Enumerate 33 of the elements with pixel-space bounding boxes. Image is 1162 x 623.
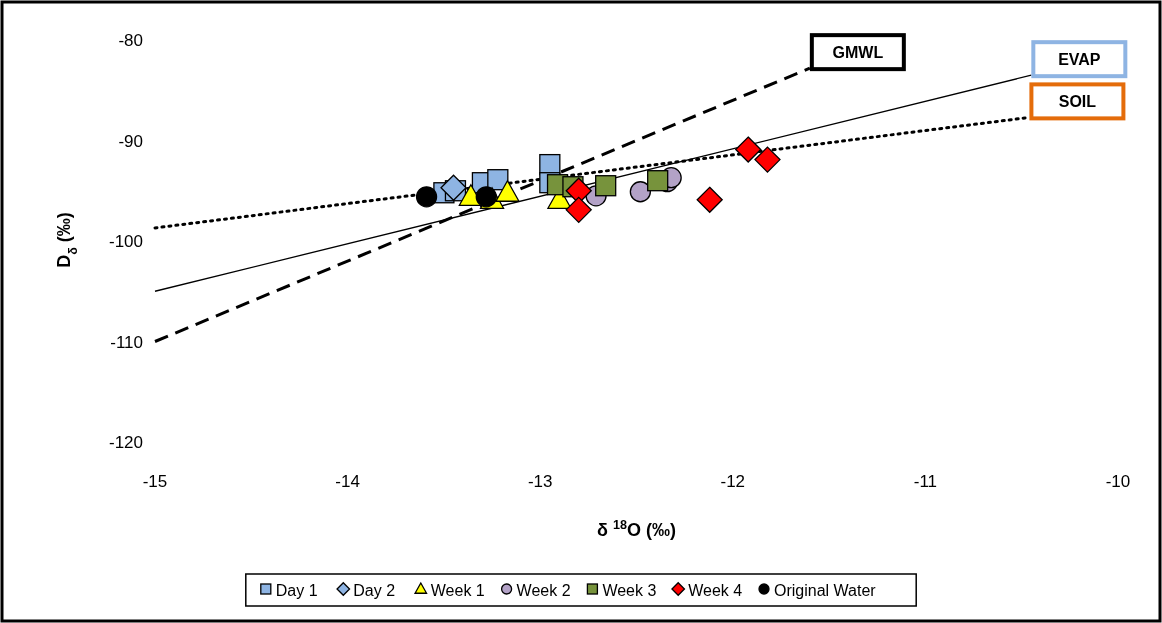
point xyxy=(696,186,723,213)
legend-label: Week 4 xyxy=(688,582,743,599)
x-tick-label: -10 xyxy=(1105,472,1131,491)
legend-label: Day 1 xyxy=(275,582,318,599)
y-tick-label: -110 xyxy=(110,332,143,352)
x-tick-label: -13 xyxy=(527,472,553,491)
x-tick-label: -12 xyxy=(720,472,746,491)
legend-label: Week 2 xyxy=(516,582,571,599)
point xyxy=(629,181,651,203)
legend-label: Original Water xyxy=(774,582,877,599)
legend-label: Day 2 xyxy=(353,582,396,599)
series-label: SOIL xyxy=(1058,93,1097,111)
point xyxy=(647,170,669,192)
y-tick-label: -120 xyxy=(108,433,143,452)
x-axis-title: δ $^{18}$O (‰) xyxy=(597,518,676,540)
x-tick-label: -11 xyxy=(913,472,938,491)
legend-label: Week 3 xyxy=(602,582,657,599)
y-tick-label: -100 xyxy=(108,232,143,251)
point xyxy=(754,146,781,173)
series-label: EVAP xyxy=(1058,51,1101,69)
point xyxy=(495,180,520,202)
point xyxy=(735,136,762,163)
point xyxy=(440,174,467,201)
x-tick-label: -15 xyxy=(142,472,168,491)
x-tick-label: -14 xyxy=(335,472,360,491)
legend-label: Week 1 xyxy=(430,582,485,599)
y-tick-label: -80 xyxy=(118,31,143,50)
point xyxy=(595,175,617,197)
y-tick-label: -90 xyxy=(118,131,143,151)
point xyxy=(475,186,497,208)
series-label: GMWL xyxy=(832,44,884,62)
point xyxy=(565,196,592,223)
point xyxy=(415,186,438,208)
